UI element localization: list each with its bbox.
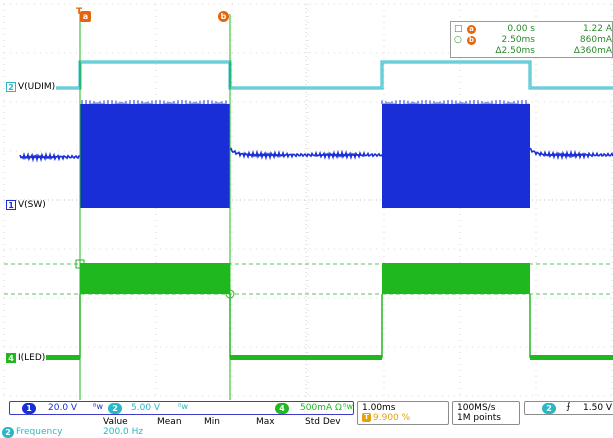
readout-row-delta: Δ2.50ms Δ360mA — [451, 46, 613, 57]
measure-header-stddev: Std Dev — [305, 417, 341, 427]
cursor-b-value: 860mA — [579, 35, 612, 45]
trigger-pos-badge: T — [362, 413, 371, 422]
readout-row-a: □ a 0.00 s 1.22 A — [451, 24, 613, 35]
trigger-ch-badge: 2 — [542, 403, 556, 414]
cursor-b-badge: b — [467, 36, 476, 45]
measure-header-min: Min — [204, 417, 220, 427]
led-on-1 — [80, 263, 230, 294]
cursor-b-circle-marker — [225, 289, 235, 299]
udim-trace — [22, 60, 613, 90]
measurement-ch-badge: 2 — [2, 427, 14, 438]
led-on-2 — [382, 263, 530, 294]
sw-burst-2 — [382, 104, 530, 208]
cursor-a-badge: a — [467, 25, 476, 34]
measurement-cursors — [4, 14, 613, 400]
sw-idle-2 — [229, 147, 383, 161]
ch2-marker[interactable]: 2 — [6, 82, 16, 92]
sw-idle-1 — [19, 151, 81, 163]
delta-time: Δ2.50ms — [495, 46, 535, 56]
trigger-marker[interactable]: a — [80, 11, 91, 22]
ch4-label: I(LED) — [17, 353, 47, 363]
sw-idle-3 — [529, 147, 613, 161]
status-bar: 1 20.0 V ᴮw 2 5.00 V ᴮw 4 500mA Ω ᴮw Val… — [0, 400, 613, 438]
led-off-segment — [530, 355, 613, 360]
ch1-label: V(SW) — [17, 200, 47, 210]
waveform-display — [3, 3, 613, 400]
ch1-bw-icon: ᴮw — [93, 402, 103, 411]
cursor-b-time: 2.50ms — [501, 35, 536, 45]
ch2-badge[interactable]: 2 — [108, 403, 122, 414]
circle-cursor-icon: ○ — [454, 35, 462, 45]
measurement-value: 200.0 Hz — [103, 427, 144, 437]
ch1-scale[interactable]: 20.0 V — [48, 403, 78, 413]
measure-header-mean: Mean — [157, 417, 182, 427]
led-off-segment — [20, 355, 80, 360]
ch4-scale[interactable]: 500mA Ω — [300, 403, 342, 413]
cursor-readout-panel: □ a 0.00 s 1.22 A ○ b 2.50ms 860mA Δ2.50… — [450, 21, 613, 58]
ch2-bw-icon: ᴮw — [178, 402, 188, 411]
ch4-marker[interactable]: 4 — [6, 353, 16, 363]
trigger-level: 1.50 V — [583, 403, 613, 413]
square-cursor-icon: □ — [454, 24, 463, 34]
acquisition-box[interactable] — [452, 401, 520, 425]
delta-value: Δ360mA — [573, 46, 612, 56]
trigger-position: 9.900 % — [373, 413, 411, 423]
vertical-settings-box[interactable] — [9, 401, 354, 415]
ch2-scale[interactable]: 5.00 V — [131, 403, 161, 413]
record-length: 1M points — [457, 413, 501, 423]
trigger-slope-icon: ⨍ — [566, 402, 571, 412]
cursor-a-square-marker — [75, 259, 85, 269]
sample-rate: 100MS/s — [457, 403, 496, 413]
led-off-segment — [230, 355, 382, 360]
sw-burst-1 — [80, 104, 230, 208]
measurement-name[interactable]: Frequency — [16, 427, 63, 437]
timebase-box[interactable] — [357, 401, 449, 425]
timebase-scale: 1.00ms — [362, 403, 396, 413]
measure-header-max: Max — [256, 417, 275, 427]
ch4-bw-icon: ᴮw — [343, 402, 353, 411]
cursor-a-time: 0.00 s — [507, 24, 535, 34]
measure-header-value: Value — [103, 417, 128, 427]
waveform-traces — [19, 60, 613, 360]
ch2-label: V(UDIM) — [17, 82, 57, 92]
ch4-badge[interactable]: 4 — [275, 403, 289, 414]
ch1-marker[interactable]: 1 — [6, 200, 16, 210]
cursor-a-value: 1.22 A — [582, 24, 612, 34]
trigger-position-indicator: T — [76, 7, 83, 17]
udim-trace-highlight — [22, 61, 613, 89]
cursor-b-tag[interactable]: b — [218, 11, 229, 22]
ch1-badge[interactable]: 1 — [22, 403, 36, 414]
readout-row-b: ○ b 2.50ms 860mA — [451, 35, 613, 46]
